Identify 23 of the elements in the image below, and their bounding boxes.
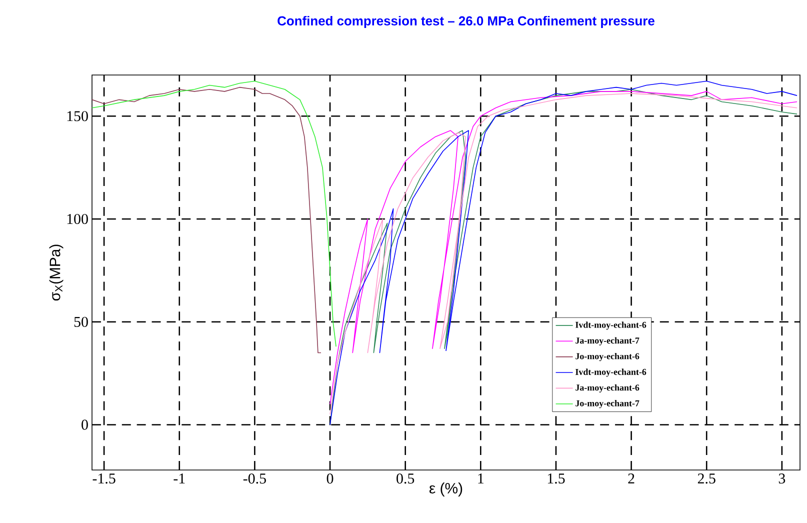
y-tick-label: 100 <box>67 214 88 224</box>
legend-label: Jo-moy-echant-6 <box>576 352 640 362</box>
x-tick-label: 1.5 <box>548 474 565 484</box>
y-tick-label: 0 <box>82 420 88 430</box>
x-axis-title: ε (%) <box>429 482 462 496</box>
y-axis-title: σ$_{X}$(MPa) <box>49 244 64 301</box>
legend-label: Jo-moy-echant-7 <box>576 400 640 408</box>
legend-label: Ja-moy-echant-6 <box>576 384 640 392</box>
x-tick-label: 3 <box>778 474 786 484</box>
x-tick-label: -1 <box>174 474 185 484</box>
x-tick-label: -0.5 <box>243 474 266 484</box>
x-tick-label: 2.5 <box>698 474 716 484</box>
chart-title: Confined compression test – 26.0 MPa Confinement pressure <box>278 16 654 28</box>
legend-label: Ivdt-moy-echant-6 <box>575 322 646 330</box>
legend-label: Ja-moy-echant-7 <box>576 337 640 346</box>
y-tick-label: 50 <box>74 316 88 327</box>
x-tick-label: 0 <box>326 474 334 484</box>
x-tick-label: 0.5 <box>396 474 414 484</box>
x-tick-label: 2 <box>628 474 634 484</box>
y-tick-label: 150 <box>67 111 88 122</box>
x-tick-label: 1 <box>478 474 484 484</box>
x-tick-label: -1.5 <box>92 474 116 484</box>
legend-label: Ivdt-moy-echant-6 <box>575 368 646 377</box>
